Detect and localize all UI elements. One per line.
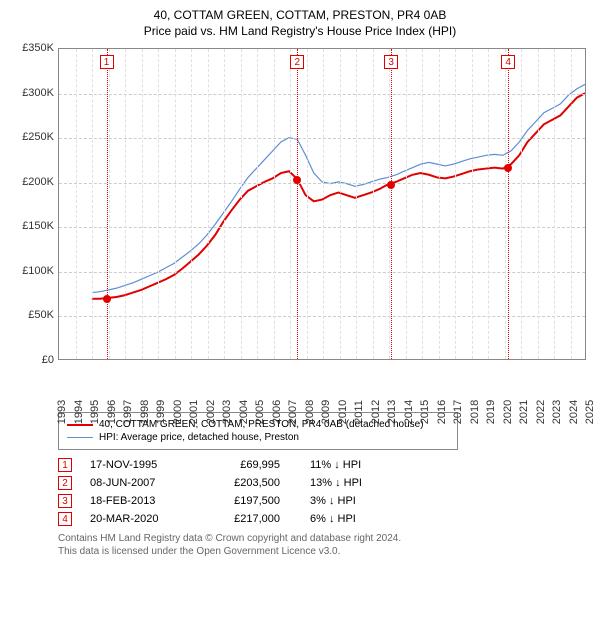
y-axis-label: £100K <box>10 265 54 277</box>
x-axis-label: 1999 <box>155 392 167 432</box>
footnote-line1: Contains HM Land Registry data © Crown c… <box>58 533 401 544</box>
event-number-box: 3 <box>58 494 72 508</box>
legend-label-hpi: HPI: Average price, detached house, Pres… <box>99 432 299 443</box>
event-price: £197,500 <box>220 495 310 507</box>
event-date: 20-MAR-2020 <box>90 513 220 525</box>
x-axis-label: 1994 <box>73 392 85 432</box>
chart-subtitle: Price paid vs. HM Land Registry's House … <box>10 24 590 38</box>
x-axis-label: 2023 <box>551 392 563 432</box>
event-pct: 11% ↓ HPI <box>310 459 420 471</box>
chart-area: 1 2 3 4 £0 £50K £100K £150K £200K £250K £300K £350… <box>10 44 590 404</box>
event-pct: 13% ↓ HPI <box>310 477 420 489</box>
y-axis-label: £50K <box>10 309 54 321</box>
chart-container: 40, COTTAM GREEN, COTTAM, PRESTON, PR4 0… <box>0 0 600 568</box>
x-axis-label: 2013 <box>386 392 398 432</box>
event-line <box>508 49 509 359</box>
event-row: 4 20-MAR-2020£217,0006% ↓ HPI <box>58 512 590 526</box>
footnote: Contains HM Land Registry data © Crown c… <box>58 532 558 558</box>
x-axis-label: 2010 <box>337 392 349 432</box>
x-axis-label: 1996 <box>106 392 118 432</box>
y-axis-label: £350K <box>10 42 54 54</box>
footnote-line2: This data is licensed under the Open Gov… <box>58 546 340 557</box>
event-dot <box>387 181 395 189</box>
x-axis-label: 2022 <box>535 392 547 432</box>
x-axis-label: 2016 <box>436 392 448 432</box>
event-date: 18-FEB-2013 <box>90 495 220 507</box>
event-row: 3 18-FEB-2013£197,5003% ↓ HPI <box>58 494 590 508</box>
event-marker: 3 <box>384 55 398 69</box>
event-price: £203,500 <box>220 477 310 489</box>
event-price: £217,000 <box>220 513 310 525</box>
event-row: 1 17-NOV-1995£69,99511% ↓ HPI <box>58 458 590 472</box>
x-axis-label: 2024 <box>568 392 580 432</box>
x-axis-label: 1998 <box>139 392 151 432</box>
x-axis-label: 1997 <box>122 392 134 432</box>
x-axis-label: 1993 <box>56 392 68 432</box>
legend-item-hpi: HPI: Average price, detached house, Pres… <box>67 432 449 443</box>
event-line <box>391 49 392 359</box>
event-number-box: 1 <box>58 458 72 472</box>
event-dot <box>293 176 301 184</box>
y-axis-label: £250K <box>10 131 54 143</box>
event-pct: 6% ↓ HPI <box>310 513 420 525</box>
events-table: 1 17-NOV-1995£69,99511% ↓ HPI 2 08-JUN-2007… <box>58 458 590 526</box>
x-axis-label: 2019 <box>485 392 497 432</box>
x-axis-label: 2021 <box>518 392 530 432</box>
event-marker: 2 <box>290 55 304 69</box>
plot-area: 1 2 3 4 <box>58 48 586 360</box>
x-axis-label: 2002 <box>205 392 217 432</box>
x-axis-label: 2008 <box>304 392 316 432</box>
x-axis-label: 2020 <box>502 392 514 432</box>
x-axis-label: 1995 <box>89 392 101 432</box>
event-price: £69,995 <box>220 459 310 471</box>
x-axis-label: 2007 <box>287 392 299 432</box>
x-axis-label: 2001 <box>188 392 200 432</box>
series-line-hpi <box>92 84 585 292</box>
event-line <box>107 49 108 359</box>
event-row: 2 08-JUN-2007£203,50013% ↓ HPI <box>58 476 590 490</box>
event-pct: 3% ↓ HPI <box>310 495 420 507</box>
event-date: 17-NOV-1995 <box>90 459 220 471</box>
event-dot <box>504 164 512 172</box>
event-line <box>297 49 298 359</box>
y-axis-label: £200K <box>10 176 54 188</box>
chart-title: 40, COTTAM GREEN, COTTAM, PRESTON, PR4 0… <box>10 8 590 22</box>
event-date: 08-JUN-2007 <box>90 477 220 489</box>
y-axis-label: £300K <box>10 87 54 99</box>
event-dot <box>103 295 111 303</box>
event-marker: 4 <box>501 55 515 69</box>
x-axis-label: 2006 <box>271 392 283 432</box>
event-number-box: 2 <box>58 476 72 490</box>
x-axis-label: 2012 <box>370 392 382 432</box>
x-axis-label: 2003 <box>221 392 233 432</box>
event-marker: 1 <box>100 55 114 69</box>
y-axis-label: £0 <box>10 354 54 366</box>
x-axis-label: 2004 <box>238 392 250 432</box>
event-number-box: 4 <box>58 512 72 526</box>
x-axis-label: 2025 <box>584 392 596 432</box>
chart-lines-svg <box>59 49 585 359</box>
x-axis-label: 2000 <box>172 392 184 432</box>
x-axis-label: 2011 <box>353 392 365 432</box>
x-axis-label: 2009 <box>320 392 332 432</box>
x-axis-label: 2005 <box>254 392 266 432</box>
x-axis-label: 2018 <box>469 392 481 432</box>
x-axis-label: 2017 <box>452 392 464 432</box>
legend-swatch-hpi <box>67 437 93 438</box>
x-axis-label: 2015 <box>419 392 431 432</box>
y-axis-label: £150K <box>10 220 54 232</box>
x-axis-label: 2014 <box>403 392 415 432</box>
